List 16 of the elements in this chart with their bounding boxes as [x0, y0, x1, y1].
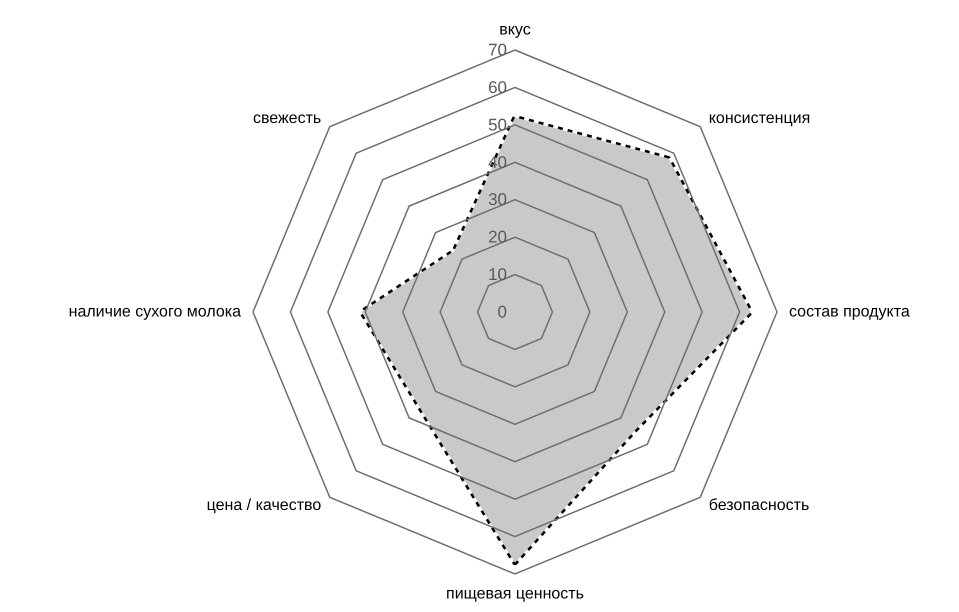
y-tick-label: 70 — [488, 40, 507, 60]
y-tick-label: 30 — [488, 190, 507, 210]
spoke-label: состав продукта — [789, 304, 910, 320]
y-tick-label: 60 — [488, 78, 507, 97]
spoke-label: консистенция — [708, 110, 810, 127]
spoke-label: свежесть — [252, 110, 322, 127]
spoke-label: наличие сухого молока — [68, 304, 242, 320]
y-tick-label: 10 — [488, 265, 507, 284]
spoke-label: вкус — [499, 22, 531, 38]
spoke-label: пищевая ценность — [446, 586, 584, 602]
y-tick-label: 40 — [488, 152, 507, 172]
y-tick-label: 0 — [498, 302, 507, 322]
y-tick-label: 50 — [488, 115, 507, 134]
spoke-label: цена / качество — [206, 497, 322, 514]
y-tick-label: 20 — [488, 228, 507, 247]
spoke-label: безопасность — [708, 497, 810, 514]
